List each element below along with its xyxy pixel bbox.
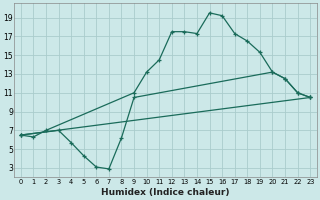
X-axis label: Humidex (Indice chaleur): Humidex (Indice chaleur) — [101, 188, 230, 197]
